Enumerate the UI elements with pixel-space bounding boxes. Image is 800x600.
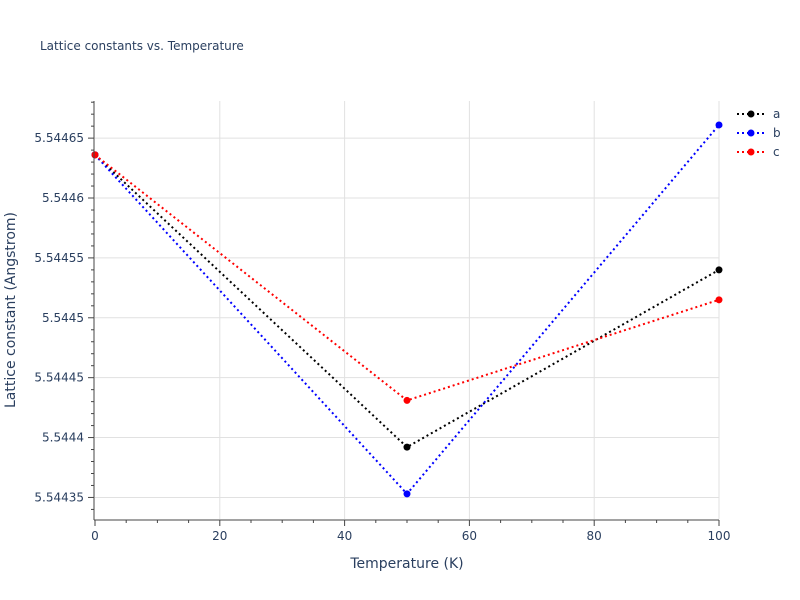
series-layer: [91, 121, 723, 498]
series-b: [91, 121, 723, 498]
x-tick-label: 60: [462, 529, 477, 543]
legend-label-c: c: [773, 145, 780, 159]
y-tick-label: 5.5446: [42, 191, 84, 205]
axis-layer: 0 20 40 60 80 100 5.54435 5.5444 5.54445 5.5445 5.…: [34, 101, 730, 543]
x-tick-label: 40: [337, 529, 352, 543]
y-axis-title: Lattice constant (Angstrom): [3, 212, 19, 408]
y-tick-label: 5.54465: [34, 131, 84, 145]
legend-item-c[interactable]: c: [737, 145, 780, 159]
data-point-a[interactable]: [715, 266, 723, 274]
y-tick-label: 5.54445: [34, 371, 84, 385]
legend-marker-a: [747, 110, 755, 118]
x-tick-label: 100: [708, 529, 731, 543]
data-point-b[interactable]: [403, 490, 411, 498]
x-tick-label: 20: [212, 529, 227, 543]
legend[interactable]: abc: [737, 107, 781, 159]
data-point-c[interactable]: [91, 151, 99, 159]
legend-item-a[interactable]: a: [737, 107, 780, 121]
grid-layer: [95, 101, 720, 519]
x-tick-label: 80: [587, 529, 602, 543]
legend-item-b[interactable]: b: [737, 126, 781, 140]
y-tick-label: 5.5444: [42, 431, 84, 445]
data-point-c[interactable]: [715, 296, 723, 304]
series-a: [91, 151, 723, 451]
chart-title: Lattice constants vs. Temperature: [40, 39, 244, 53]
series-line-b: [94, 124, 720, 496]
y-tick-label: 5.54435: [34, 490, 84, 504]
data-point-b[interactable]: [715, 121, 723, 129]
data-point-c[interactable]: [403, 396, 411, 404]
legend-marker-c: [747, 148, 755, 156]
legend-marker-b: [747, 129, 755, 137]
legend-label-a: a: [773, 107, 780, 121]
x-axis-title: Temperature (K): [349, 556, 463, 572]
data-point-a[interactable]: [403, 443, 411, 451]
series-line-c: [94, 154, 720, 402]
x-tick-label: 0: [91, 529, 99, 543]
y-tick-label: 5.5445: [42, 311, 84, 325]
y-tick-label: 5.54455: [34, 251, 84, 265]
series-line-a: [94, 154, 720, 449]
series-c: [91, 151, 723, 404]
legend-label-b: b: [773, 126, 781, 140]
